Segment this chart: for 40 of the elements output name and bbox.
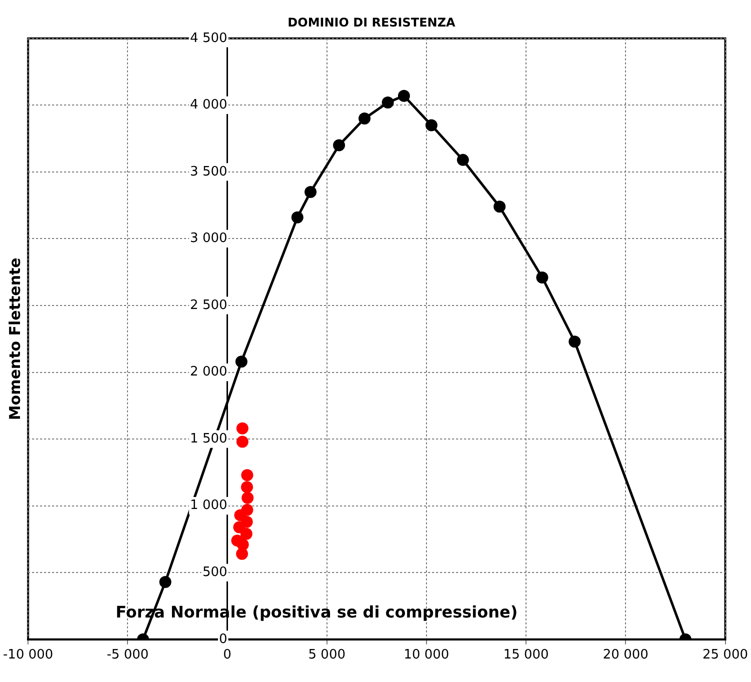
point — [425, 119, 438, 132]
y-tick-label: 4 500 — [190, 30, 228, 46]
point — [536, 271, 548, 284]
x-tick-label: 25 000 — [702, 648, 748, 663]
point — [456, 154, 469, 166]
point — [236, 422, 248, 434]
point — [242, 492, 254, 504]
y-tick-label: 4 000 — [190, 98, 228, 113]
x-tick-label: -10 000 — [2, 648, 54, 663]
y-tick-label: 0 — [219, 632, 228, 647]
point — [398, 90, 410, 102]
point — [159, 576, 172, 588]
point — [291, 211, 304, 224]
point — [358, 112, 371, 125]
y-tick-label: 1 000 — [190, 498, 228, 514]
y-tick-label: 1 500 — [190, 431, 228, 446]
x-tick-label: 10 000 — [404, 648, 450, 663]
y-tick-label: 3 000 — [190, 231, 228, 246]
point — [241, 469, 254, 482]
x-tick-label: 15 000 — [503, 648, 549, 663]
x-tick-label: 5 000 — [308, 648, 346, 663]
point — [236, 548, 248, 560]
point — [304, 186, 317, 198]
point — [233, 521, 246, 534]
y-axis-title: Momento Flettente — [6, 258, 24, 420]
y-tick-label: 3 500 — [190, 164, 228, 180]
y-tick-label: 500 — [202, 564, 228, 580]
point — [382, 96, 394, 109]
point — [241, 481, 253, 494]
x-tick-label: 20 000 — [602, 648, 648, 663]
point — [333, 139, 346, 152]
point — [236, 436, 248, 448]
point — [234, 509, 246, 522]
point — [235, 356, 248, 368]
point — [568, 336, 581, 348]
y-tick-label: 2 000 — [190, 364, 228, 380]
y-tick-label: 2 500 — [190, 298, 228, 313]
point — [494, 200, 506, 213]
x-tick-label: -5 000 — [106, 648, 149, 663]
chart-title: DOMINIO DI RESISTENZA — [288, 15, 456, 30]
